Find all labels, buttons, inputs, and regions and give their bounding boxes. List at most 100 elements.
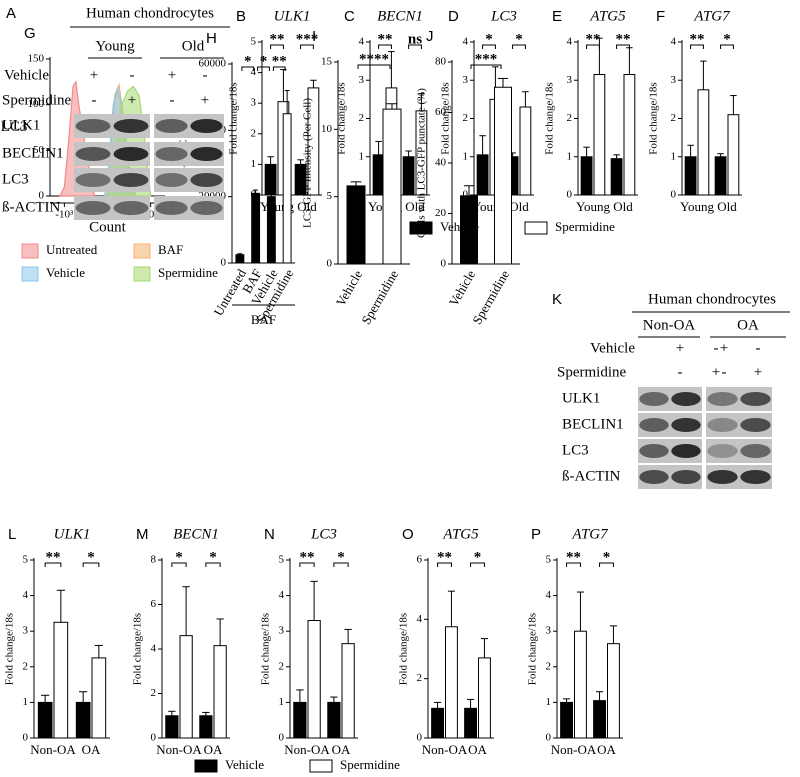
chart-title: ATG5	[589, 8, 626, 24]
legend-swatch	[21, 266, 39, 282]
treatment-sign: +	[712, 364, 720, 380]
x-tick-label: Old	[613, 199, 633, 214]
blot-header: Human chondrocytes	[648, 291, 776, 307]
blot-band	[113, 119, 149, 133]
y-tick-label: 0	[39, 190, 45, 202]
bar	[593, 700, 606, 739]
blot-band	[75, 119, 111, 133]
blot-band	[740, 470, 771, 484]
bar	[372, 154, 385, 196]
y-tick-label: 0	[279, 732, 285, 744]
y-axis-label: Fold change/18s	[260, 613, 272, 685]
y-tick-label: 3	[546, 625, 552, 637]
treatment-sign: +	[168, 67, 176, 83]
y-tick-label: 1	[23, 696, 29, 708]
panel-letter: L	[8, 526, 16, 543]
significance-label: **	[46, 549, 61, 565]
group-label: BAF	[251, 312, 276, 327]
bar	[346, 185, 366, 265]
significance-bracket	[586, 44, 600, 49]
bar	[478, 657, 491, 739]
significance-bracket	[470, 562, 485, 567]
y-axis-label: Fold change/18s	[440, 82, 452, 154]
bar	[402, 156, 415, 196]
treatment-sign: -	[130, 67, 135, 83]
treatment-label: Spermidine	[2, 92, 71, 108]
treatment-sign: -	[170, 92, 175, 108]
significance-label: *	[209, 549, 217, 565]
y-tick-label: 2	[546, 660, 552, 672]
treatment-sign: +	[754, 364, 762, 380]
panel-letter: B	[236, 8, 246, 25]
bar	[199, 715, 213, 739]
y-axis-label: Fold change/18s	[4, 613, 16, 685]
y-tick-label: 80	[435, 56, 447, 68]
treatment-sign: -	[756, 340, 761, 356]
bar	[580, 156, 593, 196]
panel-letter: K	[552, 291, 562, 308]
y-tick-label: 3	[463, 74, 469, 86]
x-tick-label: OA	[82, 742, 101, 757]
legend-swatch	[524, 221, 548, 235]
legend-swatch	[133, 243, 151, 259]
y-tick-label: 0	[417, 732, 423, 744]
bar	[697, 89, 710, 196]
legend-label: Vehicle	[46, 265, 85, 280]
significance-label: **	[586, 31, 601, 47]
x-axis-label: Count	[89, 219, 127, 235]
blot-band	[113, 201, 149, 215]
bar	[607, 643, 620, 739]
panel-letter: C	[344, 8, 355, 25]
significance-label: *	[244, 53, 252, 69]
blot-band	[190, 173, 223, 187]
significance-label: **	[690, 31, 705, 47]
blot-band	[639, 392, 669, 406]
legend-swatch	[409, 221, 433, 235]
y-tick-label: 1	[251, 158, 257, 170]
significance-bracket	[599, 562, 614, 567]
blot-band	[740, 444, 771, 458]
blot-band	[155, 173, 188, 187]
blot-band	[75, 201, 111, 215]
y-tick-label: 4	[151, 643, 157, 655]
panel-letter: A	[6, 5, 16, 22]
y-tick-label: 1	[567, 150, 573, 162]
significance-label: *	[603, 549, 611, 565]
x-tick-label: Young	[576, 199, 611, 214]
bar	[445, 626, 458, 739]
treatment-sign: -	[92, 92, 97, 108]
x-tick-label: Young	[680, 199, 715, 214]
panel-letter: N	[264, 526, 275, 543]
chart-title: ULK1	[274, 8, 311, 24]
y-axis-label: Fold change/18s	[228, 82, 240, 154]
chart-title: BECN1	[173, 526, 219, 542]
panel-letter: P	[531, 526, 541, 543]
significance-bracket	[82, 562, 100, 567]
row-label: LC3	[562, 442, 589, 458]
y-tick-label: 3	[251, 97, 257, 109]
bar	[53, 621, 69, 739]
x-tick-label: Non-OA	[551, 742, 597, 757]
y-tick-label: 2	[567, 112, 573, 124]
blot-band	[707, 392, 738, 406]
bar	[464, 707, 477, 739]
x-tick-label: Old	[405, 199, 425, 214]
significance-label: **	[616, 31, 631, 47]
y-tick-label: 20	[435, 207, 447, 219]
bar	[235, 254, 245, 264]
significance-bracket	[566, 562, 581, 567]
y-tick-label: 0	[567, 189, 573, 201]
treatment-sign: +	[676, 340, 684, 356]
x-tick-label: Vehicle	[333, 267, 366, 308]
legend-label: Spermidine	[555, 219, 615, 234]
panel-letter: J	[426, 28, 434, 45]
chart-title: ATG7	[693, 8, 731, 24]
bar	[431, 707, 444, 739]
y-tick-label: 0	[671, 189, 677, 201]
y-tick-label: 0	[327, 258, 333, 270]
treatment-sign: +	[720, 340, 728, 356]
legend-swatch	[309, 759, 333, 773]
x-tick-label: OA	[468, 742, 487, 757]
bar	[37, 701, 53, 739]
legend-label: Spermidine	[340, 757, 400, 772]
